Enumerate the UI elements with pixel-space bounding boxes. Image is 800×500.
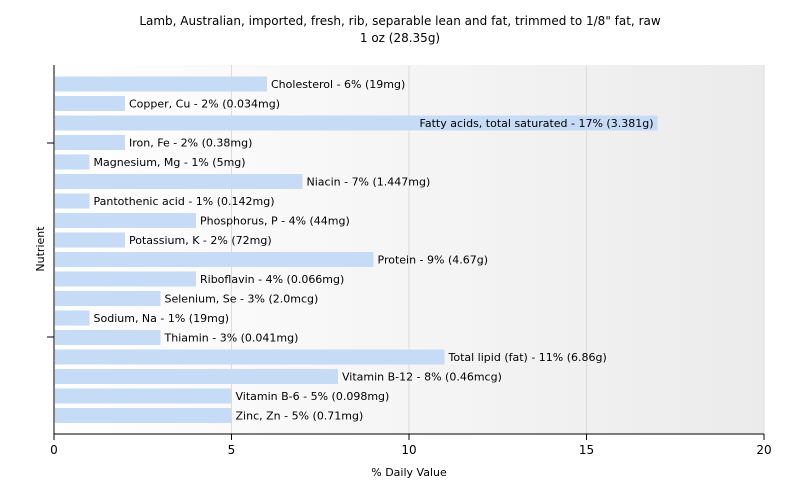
x-tick-label: 20 [756,443,771,457]
bar-label: Selenium, Se - 3% (2.0mcg) [165,293,319,306]
bar-label: Sodium, Na - 1% (19mg) [94,312,230,325]
bar-label: Vitamin B-6 - 5% (0.098mg) [236,390,390,403]
bar [55,154,90,170]
bar [55,388,232,404]
x-axis-label: % Daily Value [371,466,447,479]
bar [55,291,161,306]
x-tick-label: 5 [228,443,236,457]
bar [55,115,658,131]
x-tick-label: 0 [50,443,58,457]
bar-label: Copper, Cu - 2% (0.034mg) [129,98,280,111]
bar-label: Vitamin B-12 - 8% (0.46mcg) [342,371,502,384]
bar-label: Phosphorus, P - 4% (44mg) [200,215,350,228]
bar [55,232,125,248]
bar [55,174,303,189]
bar [55,408,232,423]
bar [55,310,90,326]
bar [55,213,196,228]
bar-label: Riboflavin - 4% (0.066mg) [200,273,344,286]
bar [55,76,267,92]
bar [55,369,338,384]
x-tick-label: 15 [579,443,594,457]
bar [55,96,125,111]
bar-label: Protein - 9% (4.67g) [378,254,489,267]
y-axis-label: Nutrient [34,226,47,272]
chart-title: Lamb, Australian, imported, fresh, rib, … [139,14,661,28]
bar [55,330,161,345]
bar [55,349,445,365]
x-ticks: 0 5 10 15 20 [50,434,772,457]
bar-series: Cholesterol - 6% (19mg) Copper, Cu - 2% (… [55,76,658,423]
bar-label: Magnesium, Mg - 1% (5mg) [94,156,246,169]
chart-subtitle: 1 oz (28.35g) [359,31,441,45]
bar-label: Potassium, K - 2% (72mg) [129,234,272,247]
bar-label: Niacin - 7% (1.447mg) [307,176,431,189]
bar [55,193,90,209]
bar-label: Fatty acids, total saturated - 17% (3.38… [420,117,654,130]
bar-label: Pantothenic acid - 1% (0.142mg) [94,195,275,208]
bar [55,271,196,287]
bar [55,135,125,150]
bar-label: Thiamin - 3% (0.041mg) [164,332,299,345]
bar-label: Iron, Fe - 2% (0.38mg) [129,137,252,150]
bar [55,252,374,267]
bar-label: Cholesterol - 6% (19mg) [271,78,405,91]
bar-label: Total lipid (fat) - 11% (6.86g) [448,351,607,364]
bar-label: Zinc, Zn - 5% (0.71mg) [236,410,364,423]
x-tick-label: 10 [401,443,416,457]
